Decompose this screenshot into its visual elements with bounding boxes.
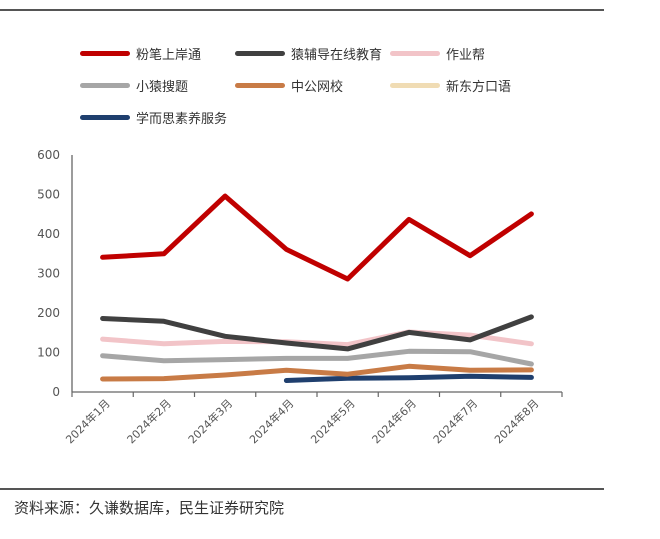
legend-item: 作业帮 xyxy=(390,44,485,63)
series-line xyxy=(100,363,534,382)
legend-label: 粉笔上岸通 xyxy=(136,48,202,63)
legend-item: 小猿搜题 xyxy=(80,76,188,95)
series-line xyxy=(100,329,534,348)
y-tick-label: 300 xyxy=(37,267,60,281)
legend-swatch xyxy=(80,115,130,120)
y-tick-label: 100 xyxy=(37,346,60,360)
legend-label: 学而思素养服务 xyxy=(136,112,228,127)
legend-swatch xyxy=(80,51,130,56)
y-tick-label: 600 xyxy=(37,148,60,162)
y-tick-label: 500 xyxy=(37,188,60,202)
y-tick-label: 200 xyxy=(37,306,60,320)
x-tick-label: 2024年5月 xyxy=(308,396,358,446)
x-tick-label: 2024年3月 xyxy=(185,396,235,446)
legend-swatch xyxy=(80,83,130,88)
legend-label: 中公网校 xyxy=(291,80,344,95)
legend-item: 粉笔上岸通 xyxy=(80,44,201,63)
series-line xyxy=(100,193,534,282)
source-note: 资料来源：久谦数据库，民生证券研究院 xyxy=(14,499,285,517)
legend-swatch xyxy=(390,51,440,56)
legend-swatch xyxy=(235,51,285,56)
series-line xyxy=(100,314,534,352)
line-chart: 0 100 200 300 400 500 600 2024年1月 2024年2月 2024年3月… xyxy=(37,148,563,446)
x-tick-label: 2024年6月 xyxy=(369,396,419,446)
x-tick-label: 2024年4月 xyxy=(246,396,296,446)
legend-item: 中公网校 xyxy=(235,76,343,95)
legend-swatch xyxy=(390,83,440,88)
series-line xyxy=(283,373,534,383)
bottom-rule xyxy=(0,488,604,490)
top-rule xyxy=(0,9,604,11)
legend-item: 学而思素养服务 xyxy=(80,108,227,127)
y-tick-label: 400 xyxy=(37,227,60,241)
legend-item: 新东方口语 xyxy=(390,76,511,95)
legend-label: 小猿搜题 xyxy=(136,80,189,95)
legend-item: 猿辅导在线教育 xyxy=(235,44,382,63)
x-tick-label: 2024年7月 xyxy=(430,396,480,446)
y-tick-label: 0 xyxy=(52,385,60,399)
series-line xyxy=(100,348,534,367)
x-tick-label: 2024年8月 xyxy=(491,396,541,446)
legend-label: 新东方口语 xyxy=(446,80,512,95)
legend-swatch xyxy=(235,83,285,88)
legend-label: 作业帮 xyxy=(446,48,486,63)
x-tick-label: 2024年2月 xyxy=(124,396,174,446)
x-tick-label: 2024年1月 xyxy=(63,396,113,446)
legend-label: 猿辅导在线教育 xyxy=(291,48,383,63)
